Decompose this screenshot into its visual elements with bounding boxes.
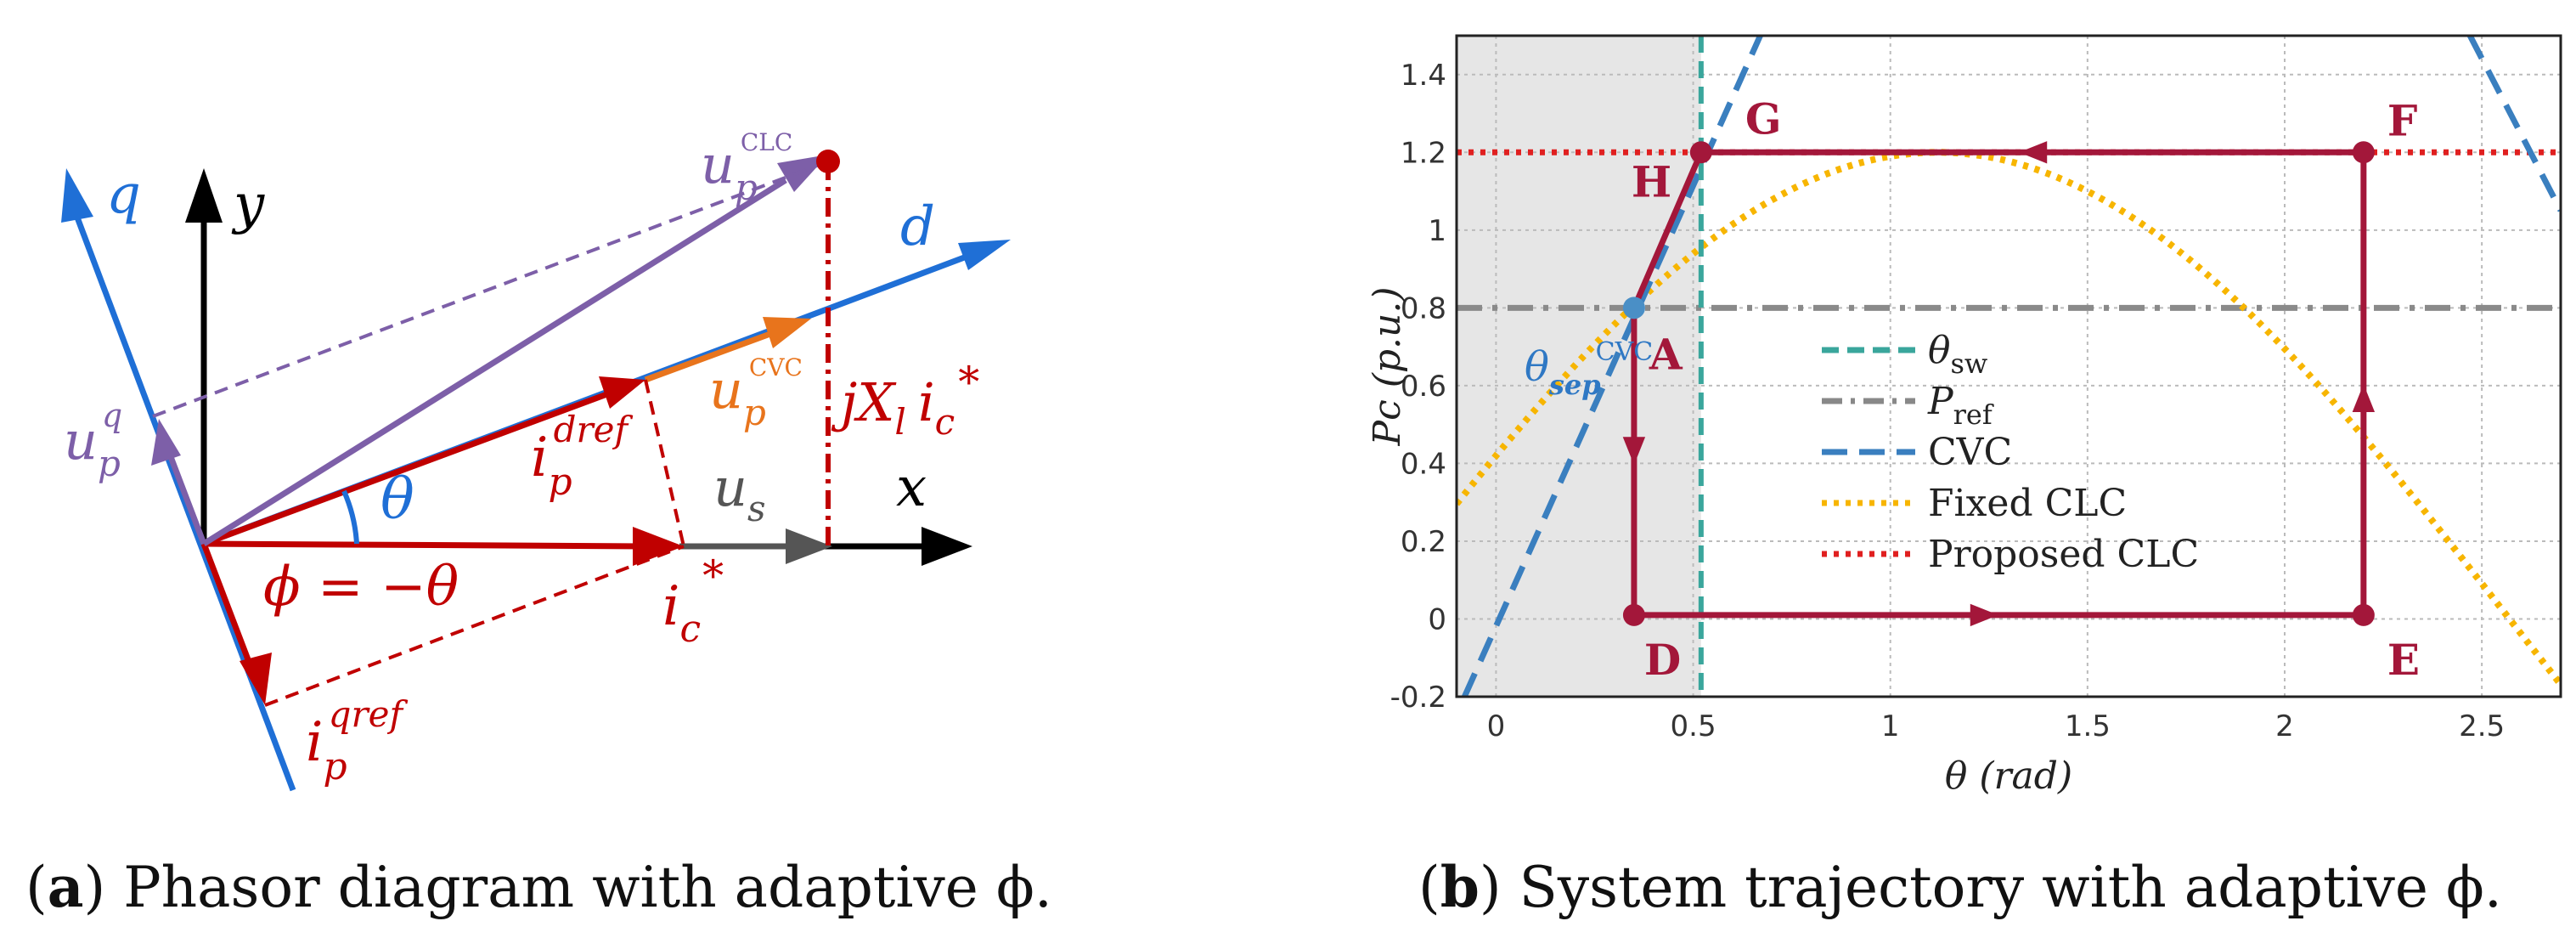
caption-a: (a) Phasor diagram with adaptive ϕ.	[25, 854, 1052, 920]
y-tick-label: 1	[1428, 214, 1446, 248]
y-tick-label: 0	[1428, 602, 1446, 636]
label-g: G	[1745, 93, 1782, 144]
label-h: H	[1632, 156, 1671, 206]
point-f	[2352, 141, 2375, 164]
jx-label: jXl ic*	[831, 358, 979, 443]
ipq-arrowhead	[240, 653, 272, 705]
y-tick-label: 0.2	[1401, 525, 1446, 559]
ipd-arrowhead	[599, 376, 645, 409]
y-axis-arrowhead	[185, 168, 223, 223]
ipq-label: ipqref	[306, 693, 408, 788]
label-e: E	[2387, 635, 2420, 685]
ipq-phasor	[200, 542, 256, 675]
y-tick-label: 0.4	[1401, 447, 1446, 481]
purple-dashed-helper	[152, 160, 829, 418]
x-tick-label: 0	[1487, 709, 1506, 743]
y-tick-label: 0.6	[1401, 370, 1446, 404]
theta-arc	[341, 489, 359, 545]
plot-frame	[1455, 34, 2562, 698]
cvc-curve-rising	[1462, 36, 1763, 697]
x-tick-label: 1.5	[2065, 709, 2111, 743]
up-clc-arrowhead	[777, 155, 828, 192]
point-e	[2352, 603, 2375, 626]
upq-arrowhead	[151, 419, 181, 466]
point-d	[1622, 603, 1645, 626]
caption-b-text: System trajectory with adaptive ϕ.	[1519, 855, 2502, 920]
up-clc-label: upCLC	[701, 128, 792, 208]
caption-b-tag: b	[1440, 854, 1480, 920]
caption-a-tag: a	[47, 854, 84, 920]
x-axis-arrowhead	[922, 527, 972, 566]
label-f: F	[2387, 95, 2418, 145]
red-dashed-helper-1	[644, 379, 685, 547]
label-a: A	[1649, 329, 1683, 379]
ic-phasor	[203, 540, 646, 550]
us-label: us	[713, 456, 766, 529]
point-a	[1622, 297, 1645, 319]
legend-label-proposed: Proposed CLC	[1928, 533, 2199, 576]
point-g	[1689, 141, 1712, 164]
ipd-label: ipdref	[531, 409, 633, 504]
arrow-f-g	[2019, 141, 2048, 164]
x-axis-title: θ (rad)	[1945, 754, 2072, 798]
x-tick-label: 1	[1881, 709, 1900, 743]
cvc-curve-falling	[2467, 36, 2561, 212]
arrow-e-f	[2352, 384, 2376, 413]
caption-b: (b) System trajectory with adaptive ϕ.	[1418, 854, 2502, 920]
up-cvc-label: upCVC	[709, 353, 803, 433]
trajectory-chart: A D E F G H 0 0.5 1 1.5 2 2.5 -0.2 0 0.2 0.4 0.6 0.8 1 1.2…	[1366, 34, 2562, 798]
legend-label-theta_sw: θsw	[1928, 329, 1987, 380]
clc-tip-dot	[816, 150, 840, 173]
theta-sep-cvc-label: θsepCVC	[1525, 337, 1653, 401]
y-tick-label: -0.2	[1390, 681, 1446, 715]
x-tick-label: 0.5	[1671, 709, 1716, 743]
arrow-d-e	[1970, 603, 1998, 627]
y-tick-label: 1.4	[1401, 59, 1446, 93]
ic-label: ic*	[662, 551, 724, 651]
x-tick-label: 2	[2275, 709, 2294, 743]
trajectory: A D E F G H	[1622, 93, 2420, 685]
x-axis-label: x	[896, 456, 927, 519]
y-tick-label: 1.2	[1401, 136, 1446, 170]
y-tick-label: 0.8	[1401, 291, 1446, 325]
phi-equation: ϕ = −θ	[263, 556, 459, 619]
up-clc-phasor	[202, 178, 787, 546]
segment-a-h	[1631, 150, 1705, 309]
up-cvc-phasor	[644, 328, 779, 383]
ic-arrowhead	[633, 527, 684, 566]
upq-label: upq	[64, 397, 122, 484]
ipd-phasor	[202, 389, 613, 547]
q-axis	[69, 202, 296, 792]
y-axis-title: Pc (p.u.)	[1366, 286, 1409, 446]
y-axis-label: y	[231, 173, 265, 236]
x-tick-label: 2.5	[2459, 709, 2505, 743]
red-dashed-helper-2	[264, 545, 685, 707]
upq-phasor	[166, 453, 207, 545]
shaded-region	[1457, 36, 1701, 697]
q-axis-arrowhead	[61, 168, 93, 223]
legend-label-fixed: Fixed CLC	[1928, 482, 2127, 525]
caption-a-text: Phasor diagram with adaptive ϕ.	[123, 855, 1052, 920]
arrow-a-d	[1622, 437, 1646, 466]
up-cvc-arrowhead	[763, 317, 811, 348]
legend-label-cvc: CVC	[1928, 431, 2012, 474]
phasor-diagram: q y d x upCLC upCVC upq ipdref ipqref ic…	[61, 128, 1011, 792]
d-axis-label: d	[900, 195, 935, 258]
d-axis-arrowhead	[958, 240, 1011, 270]
theta-label: θ	[380, 466, 414, 532]
label-d: D	[1644, 635, 1681, 685]
legend-label-p_ref: Pref	[1927, 380, 1994, 431]
q-axis-label: q	[106, 163, 141, 226]
ticks: 0 0.5 1 1.5 2 2.5 -0.2 0 0.2 0.4 0.6 0.8 1 1.2 1.4	[1390, 59, 2506, 743]
us-arrowhead	[786, 528, 832, 564]
